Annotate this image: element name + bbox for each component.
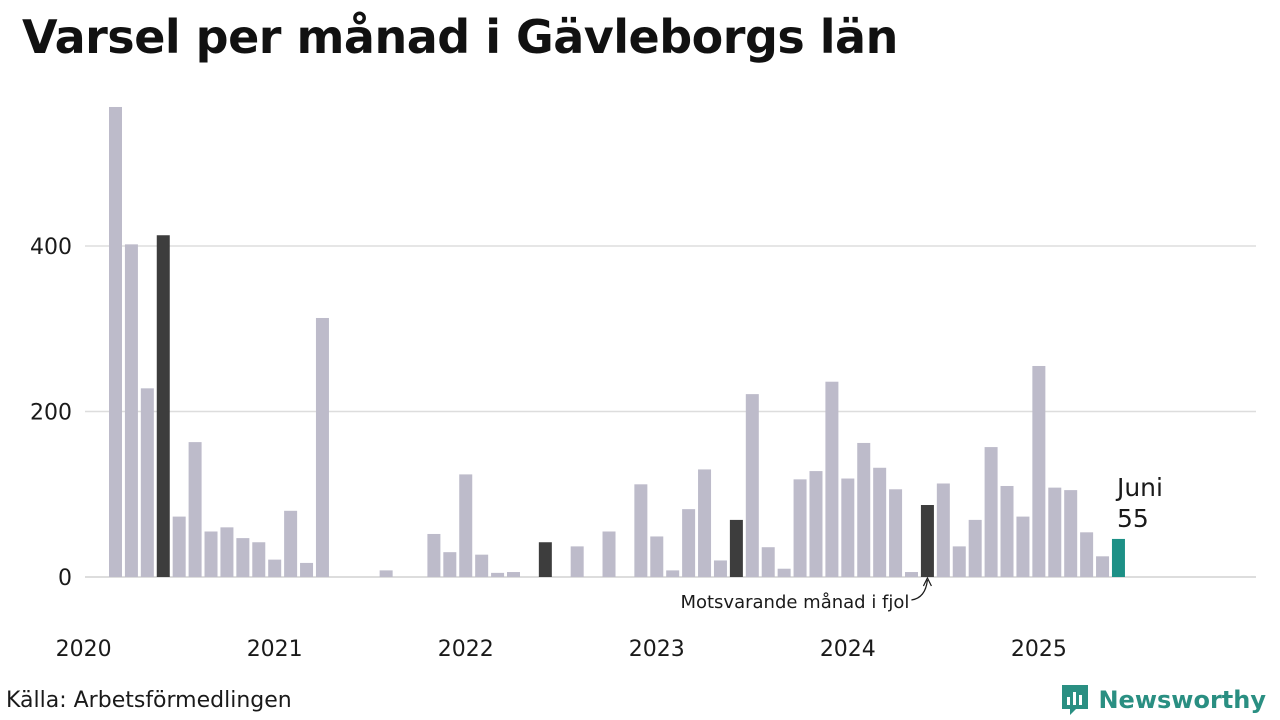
bar: [300, 562, 314, 577]
bar: [873, 467, 887, 577]
annotation-arrow: [911, 579, 929, 601]
x-year-label: 2025: [1011, 637, 1067, 662]
brand-logo: Newsworthy: [1060, 683, 1266, 717]
current-month-value: 55: [1117, 504, 1149, 533]
bar: [459, 474, 473, 577]
bar: [650, 536, 664, 577]
bar: [1080, 532, 1094, 577]
bar: [315, 317, 329, 577]
bar: [124, 244, 138, 577]
x-year-label: 2024: [820, 637, 876, 662]
bar: [204, 531, 218, 577]
bar: [252, 542, 266, 577]
bar: [666, 570, 680, 577]
bar: [268, 559, 282, 577]
bar: [952, 546, 966, 577]
bar: [889, 489, 903, 577]
bar: [491, 572, 505, 577]
bar: [729, 519, 743, 577]
y-tick-label: 200: [30, 401, 72, 426]
bar: [1000, 485, 1014, 577]
bar: [682, 509, 696, 577]
current-month-label: Juni: [1115, 473, 1163, 502]
bar: [140, 388, 154, 577]
bar: [825, 381, 839, 577]
y-axis-ticks: 0 200 400: [30, 235, 72, 591]
x-axis-year-labels: 2020 2021 2022 2023 2024 2025: [56, 637, 1067, 662]
bar: [507, 572, 520, 577]
bar: [109, 106, 122, 577]
bar: [1096, 556, 1110, 577]
bar: [156, 235, 170, 577]
bar: [857, 442, 871, 577]
chart-title: Varsel per månad i Gävleborgs län: [22, 10, 898, 64]
x-year-label: 2021: [247, 637, 303, 662]
bar: [427, 533, 441, 577]
x-year-label: 2020: [56, 637, 112, 662]
bar: [905, 572, 918, 577]
source-note: Källa: Arbetsförmedlingen: [6, 688, 292, 713]
bar: [236, 538, 250, 577]
bar: [1064, 490, 1078, 577]
bar: [570, 546, 584, 577]
x-year-label: 2022: [438, 637, 494, 662]
bar: [920, 505, 934, 577]
bar: [968, 519, 982, 577]
bar: [1032, 365, 1046, 577]
gridlines: [85, 245, 1256, 578]
bar: [809, 471, 823, 577]
bar: [936, 483, 950, 577]
annotation-arrowhead: [922, 576, 932, 587]
bar: [284, 510, 298, 577]
brand-name: Newsworthy: [1098, 686, 1266, 714]
bar-series: [109, 106, 1125, 577]
bar: [475, 554, 489, 577]
y-tick-label: 400: [30, 235, 72, 260]
previous-year-label: Motsvarande månad i fjol: [680, 592, 909, 613]
bar: [1016, 516, 1030, 577]
bar: [745, 394, 759, 577]
bar: [1111, 538, 1125, 577]
bar: [841, 478, 855, 577]
bar: [443, 552, 457, 577]
bar: [984, 447, 998, 577]
bar: [698, 469, 712, 577]
bar: [761, 547, 775, 577]
bar: [602, 531, 616, 577]
y-tick-label: 0: [58, 566, 72, 591]
bar: [634, 484, 648, 577]
x-year-label: 2023: [629, 637, 685, 662]
bar: [1048, 487, 1062, 577]
bar: [220, 527, 234, 577]
bar: [777, 568, 791, 577]
bar: [793, 479, 807, 577]
bar: [172, 516, 186, 577]
bar: [713, 560, 727, 577]
bar: [188, 442, 202, 577]
bar: [379, 570, 393, 577]
bar: [538, 542, 552, 577]
newsworthy-logo-icon: [1062, 685, 1089, 715]
